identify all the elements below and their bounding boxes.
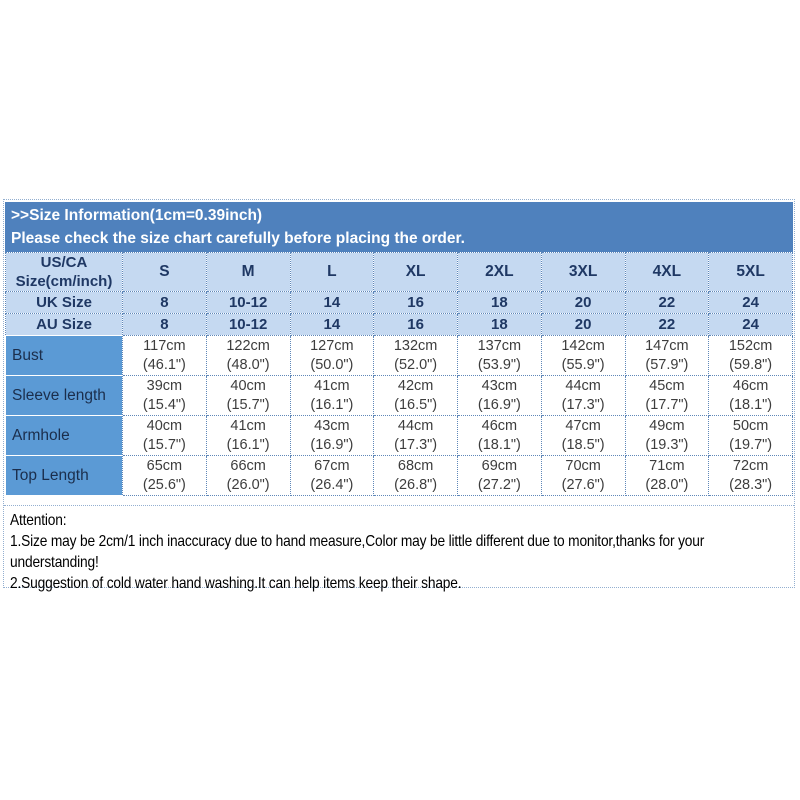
au-value: 10-12 — [205, 313, 291, 336]
measure-cell: 122cm (48.0") — [205, 335, 291, 376]
size-col-header: S — [122, 252, 207, 292]
size-col-header: 4XL — [624, 252, 710, 292]
attention-line: 2.Suggestion of cold water hand washing.… — [10, 575, 462, 592]
uk-value: 22 — [624, 291, 710, 314]
measure-cell: 117cm (46.1") — [122, 335, 207, 376]
uk-value: 18 — [457, 291, 542, 314]
measure-cell: 69cm (27.2") — [457, 455, 542, 496]
measure-cell: 72cm (28.3") — [708, 455, 793, 496]
uk-value: 8 — [122, 291, 207, 314]
uk-value: 24 — [708, 291, 793, 314]
measure-cell: 41cm (16.1") — [289, 375, 375, 416]
au-value: 16 — [373, 313, 458, 336]
measure-cell: 70cm (27.6") — [540, 455, 626, 496]
size-col-header: L — [289, 252, 375, 292]
corner-header-line2: Size(cm/inch) — [15, 273, 113, 290]
row-label: Bust — [5, 335, 123, 376]
measure-cell: 46cm (18.1") — [708, 375, 793, 416]
au-value: 24 — [708, 313, 793, 336]
measure-cell: 43cm (16.9") — [457, 375, 542, 416]
measure-cell: 49cm (19.3") — [624, 415, 710, 456]
row-label: AU Size — [5, 313, 123, 336]
au-value: 20 — [540, 313, 626, 336]
attention-line: 1.Size may be 2cm/1 inch inaccuracy due … — [10, 533, 705, 550]
uk-value: 16 — [373, 291, 458, 314]
uk-value: 20 — [540, 291, 626, 314]
measure-cell: 39cm (15.4") — [122, 375, 207, 416]
measure-cell: 45cm (17.7") — [624, 375, 710, 416]
measure-cell: 65cm (25.6") — [122, 455, 207, 496]
au-value: 22 — [624, 313, 710, 336]
size-col-header: XL — [373, 252, 458, 292]
corner-header-line1: US/CA — [40, 254, 88, 271]
attention-line: understanding! — [10, 554, 99, 571]
au-value: 8 — [122, 313, 207, 336]
measure-cell: 42cm (16.5") — [373, 375, 458, 416]
size-header-row: US/CA Size(cm/inch) S M L XL 2XL 3XL 4XL… — [5, 252, 793, 292]
measure-cell: 66cm (26.0") — [205, 455, 291, 496]
au-size-row: AU Size 8 10-12 14 16 18 20 22 24 — [5, 313, 793, 336]
measure-cell: 47cm (18.5") — [540, 415, 626, 456]
measure-cell: 68cm (26.8") — [373, 455, 458, 496]
measure-cell: 40cm (15.7") — [122, 415, 207, 456]
measure-cell: 127cm (50.0") — [289, 335, 375, 376]
size-table: US/CA Size(cm/inch) S M L XL 2XL 3XL 4XL… — [5, 252, 793, 496]
header-subtitle: Please check the size chart carefully be… — [11, 230, 465, 247]
row-label: UK Size — [5, 291, 123, 314]
measure-cell: 147cm (57.9") — [624, 335, 710, 376]
table-row-sleeve-length: Sleeve length 39cm (15.4") 40cm (15.7") 41… — [5, 375, 793, 416]
measure-cell: 41cm (16.1") — [205, 415, 291, 456]
measure-cell: 67cm (26.4") — [289, 455, 375, 496]
attention-note: Attention: 1.Size may be 2cm/1 inch inac… — [4, 505, 794, 594]
table-row-bust: Bust 117cm (46.1") 122cm (48.0") 127cm (50.… — [5, 335, 793, 376]
measure-cell: 142cm (55.9") — [540, 335, 626, 376]
header-band: >>Size Information(1cm=0.39inch) Please … — [5, 202, 793, 252]
measure-cell: 137cm (53.9") — [457, 335, 542, 376]
measure-cell: 132cm (52.0") — [373, 335, 458, 376]
size-col-header: 3XL — [540, 252, 626, 292]
print-area: >>Size Information(1cm=0.39inch) Please … — [3, 199, 795, 592]
corner-header-cell: US/CA Size(cm/inch) — [5, 252, 123, 292]
measure-cell: 71cm (28.0") — [624, 455, 710, 496]
measure-cell: 43cm (16.9") — [289, 415, 375, 456]
size-col-header: 2XL — [457, 252, 542, 292]
row-label: Sleeve length — [5, 375, 123, 416]
au-value: 14 — [289, 313, 375, 336]
measure-cell: 44cm (17.3") — [540, 375, 626, 416]
measure-cell: 40cm (15.7") — [205, 375, 291, 416]
uk-size-row: UK Size 8 10-12 14 16 18 20 22 24 — [5, 291, 793, 314]
uk-value: 10-12 — [205, 291, 291, 314]
measure-cell: 44cm (17.3") — [373, 415, 458, 456]
size-col-header: M — [205, 252, 291, 292]
measure-cell: 152cm (59.8") — [708, 335, 793, 376]
header-title: >>Size Information(1cm=0.39inch) — [11, 207, 263, 224]
table-row-armhole: Armhole 40cm (15.7") 41cm (16.1") 43cm (16.… — [5, 415, 793, 456]
au-value: 18 — [457, 313, 542, 336]
measure-cell: 46cm (18.1") — [457, 415, 542, 456]
measure-cell: 50cm (19.7") — [708, 415, 793, 456]
attention-title: Attention: — [10, 512, 67, 529]
row-label: Armhole — [5, 415, 123, 456]
table-row-top-length: Top Length 65cm (25.6") 66cm (26.0") 67cm(… — [5, 455, 793, 496]
row-label: Top Length — [5, 455, 123, 496]
uk-value: 14 — [289, 291, 375, 314]
size-col-header: 5XL — [708, 252, 793, 292]
